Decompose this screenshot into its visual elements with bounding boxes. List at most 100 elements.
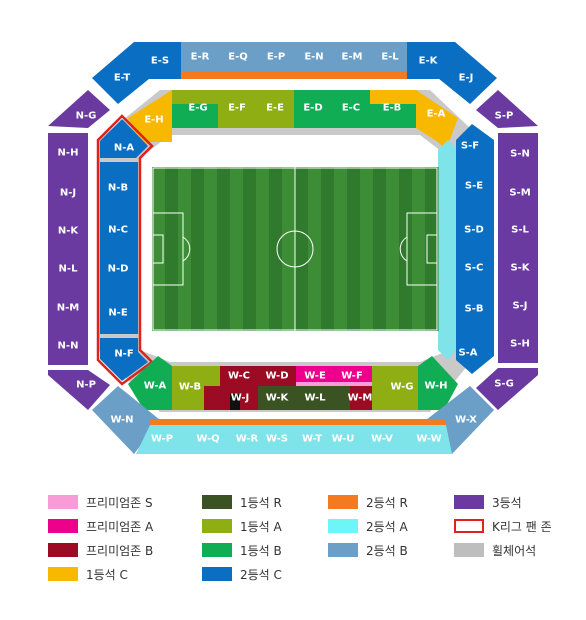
section-e-g-lower[interactable] bbox=[172, 104, 218, 128]
section-w-m[interactable] bbox=[350, 386, 372, 410]
section-w-n[interactable] bbox=[92, 386, 160, 454]
pitch-stripe bbox=[282, 167, 296, 331]
label-w-b: W-B bbox=[179, 382, 201, 393]
pitch-stripe bbox=[373, 167, 387, 331]
section-s-f[interactable] bbox=[456, 124, 494, 162]
section-s-j[interactable] bbox=[498, 287, 538, 325]
section-n-j[interactable] bbox=[48, 173, 88, 213]
legend-label: 1등석 B bbox=[240, 543, 282, 558]
section-e-q[interactable] bbox=[219, 42, 257, 71]
section-n-h[interactable] bbox=[48, 133, 88, 173]
section-w-k[interactable] bbox=[258, 386, 296, 410]
label-s-a: S-A bbox=[458, 348, 477, 359]
section-w-l[interactable] bbox=[296, 386, 334, 410]
section-w-e[interactable] bbox=[296, 366, 334, 386]
section-w-p[interactable] bbox=[136, 425, 182, 454]
legend-swatch bbox=[48, 543, 78, 557]
section-n-d[interactable] bbox=[100, 250, 138, 290]
section-s-c[interactable] bbox=[456, 248, 494, 288]
label-n-a: N-A bbox=[114, 143, 135, 154]
wheelchair-seat[interactable] bbox=[230, 394, 240, 410]
section-w-g[interactable] bbox=[372, 366, 418, 410]
label-n-k: N-K bbox=[58, 226, 80, 237]
pitch-stripe bbox=[334, 167, 348, 331]
section-e-j[interactable] bbox=[428, 42, 497, 104]
section-e-p[interactable] bbox=[257, 42, 295, 71]
label-s-b: S-B bbox=[465, 304, 484, 315]
section-w-r[interactable] bbox=[234, 425, 260, 454]
section-s-h[interactable] bbox=[498, 325, 538, 363]
label-w-c: W-C bbox=[228, 371, 250, 382]
label-s-j: S-J bbox=[512, 301, 527, 312]
stadium-seating-map: E-S E-R E-Q E-P E-N E-M E-L E-K E-T E-J … bbox=[48, 42, 538, 454]
section-n-p[interactable] bbox=[48, 370, 110, 410]
label-e-k: E-K bbox=[419, 56, 439, 67]
label-e-e: E-E bbox=[266, 103, 284, 114]
section-n-a[interactable] bbox=[100, 119, 148, 158]
section-s-d[interactable] bbox=[456, 208, 494, 248]
section-e-g[interactable] bbox=[172, 90, 218, 104]
center-circle bbox=[276, 230, 314, 268]
label-e-f: E-F bbox=[228, 103, 246, 114]
legend-item: 1등석 C bbox=[48, 566, 128, 582]
orange-strip-top bbox=[181, 71, 407, 79]
section-w-a[interactable] bbox=[128, 356, 172, 410]
section-n-m[interactable] bbox=[48, 289, 88, 327]
legend-label: 1등석 A bbox=[240, 519, 282, 534]
section-e-h[interactable] bbox=[128, 90, 172, 150]
left-penalty-arc bbox=[182, 236, 191, 262]
section-e-f[interactable] bbox=[218, 90, 256, 128]
label-s-e: S-E bbox=[465, 181, 483, 192]
section-w-w[interactable] bbox=[408, 425, 452, 454]
section-w-c[interactable] bbox=[220, 366, 258, 386]
section-s-n[interactable] bbox=[498, 133, 538, 175]
section-group-n-inner bbox=[96, 114, 154, 386]
section-e-d[interactable] bbox=[294, 90, 332, 128]
label-e-s: E-S bbox=[151, 56, 169, 67]
label-w-j: W-J bbox=[231, 393, 249, 404]
label-e-m: E-M bbox=[342, 52, 363, 63]
section-s-p[interactable] bbox=[476, 90, 538, 128]
section-w-v[interactable] bbox=[356, 425, 408, 454]
section-s-l[interactable] bbox=[498, 211, 538, 249]
section-w-t[interactable] bbox=[294, 425, 330, 454]
section-w-q[interactable] bbox=[182, 425, 234, 454]
section-n-b[interactable] bbox=[100, 162, 138, 208]
section-n-c[interactable] bbox=[100, 208, 138, 250]
section-n-l[interactable] bbox=[48, 249, 88, 289]
section-s-m[interactable] bbox=[498, 175, 538, 211]
section-w-d[interactable] bbox=[258, 366, 296, 386]
section-n-k[interactable] bbox=[48, 213, 88, 249]
section-w-h[interactable] bbox=[418, 356, 458, 410]
section-n-f[interactable] bbox=[100, 338, 148, 381]
legend-item: 2등석 A bbox=[328, 518, 408, 534]
section-n-g[interactable] bbox=[48, 90, 110, 128]
section-e-b[interactable] bbox=[370, 104, 416, 128]
section-n-e[interactable] bbox=[100, 290, 138, 334]
section-e-m[interactable] bbox=[333, 42, 371, 71]
section-e-c[interactable] bbox=[332, 90, 370, 128]
label-e-a: E-A bbox=[427, 109, 446, 120]
section-s-a[interactable] bbox=[456, 332, 494, 374]
pitch-stripe bbox=[165, 167, 179, 331]
section-w-s[interactable] bbox=[260, 425, 294, 454]
section-e-a[interactable] bbox=[416, 90, 458, 150]
section-w-u[interactable] bbox=[330, 425, 356, 454]
label-w-x: W-X bbox=[455, 415, 477, 426]
section-w-m-left[interactable] bbox=[334, 386, 350, 410]
section-n-n[interactable] bbox=[48, 327, 88, 365]
section-e-t[interactable] bbox=[92, 42, 160, 104]
section-e-r[interactable] bbox=[181, 42, 219, 71]
section-e-e[interactable] bbox=[256, 90, 294, 128]
legend-item: 1등석 A bbox=[202, 518, 282, 534]
section-s-g[interactable] bbox=[476, 368, 538, 410]
section-w-f[interactable] bbox=[334, 366, 372, 386]
section-e-l[interactable] bbox=[371, 42, 407, 71]
section-e-n[interactable] bbox=[295, 42, 333, 71]
section-s-e[interactable] bbox=[456, 162, 494, 208]
label-w-s: W-S bbox=[266, 434, 288, 445]
pitch-stripe bbox=[347, 167, 361, 331]
section-s-k[interactable] bbox=[498, 249, 538, 287]
section-e-b-top[interactable] bbox=[370, 90, 416, 104]
section-s-b[interactable] bbox=[456, 288, 494, 332]
